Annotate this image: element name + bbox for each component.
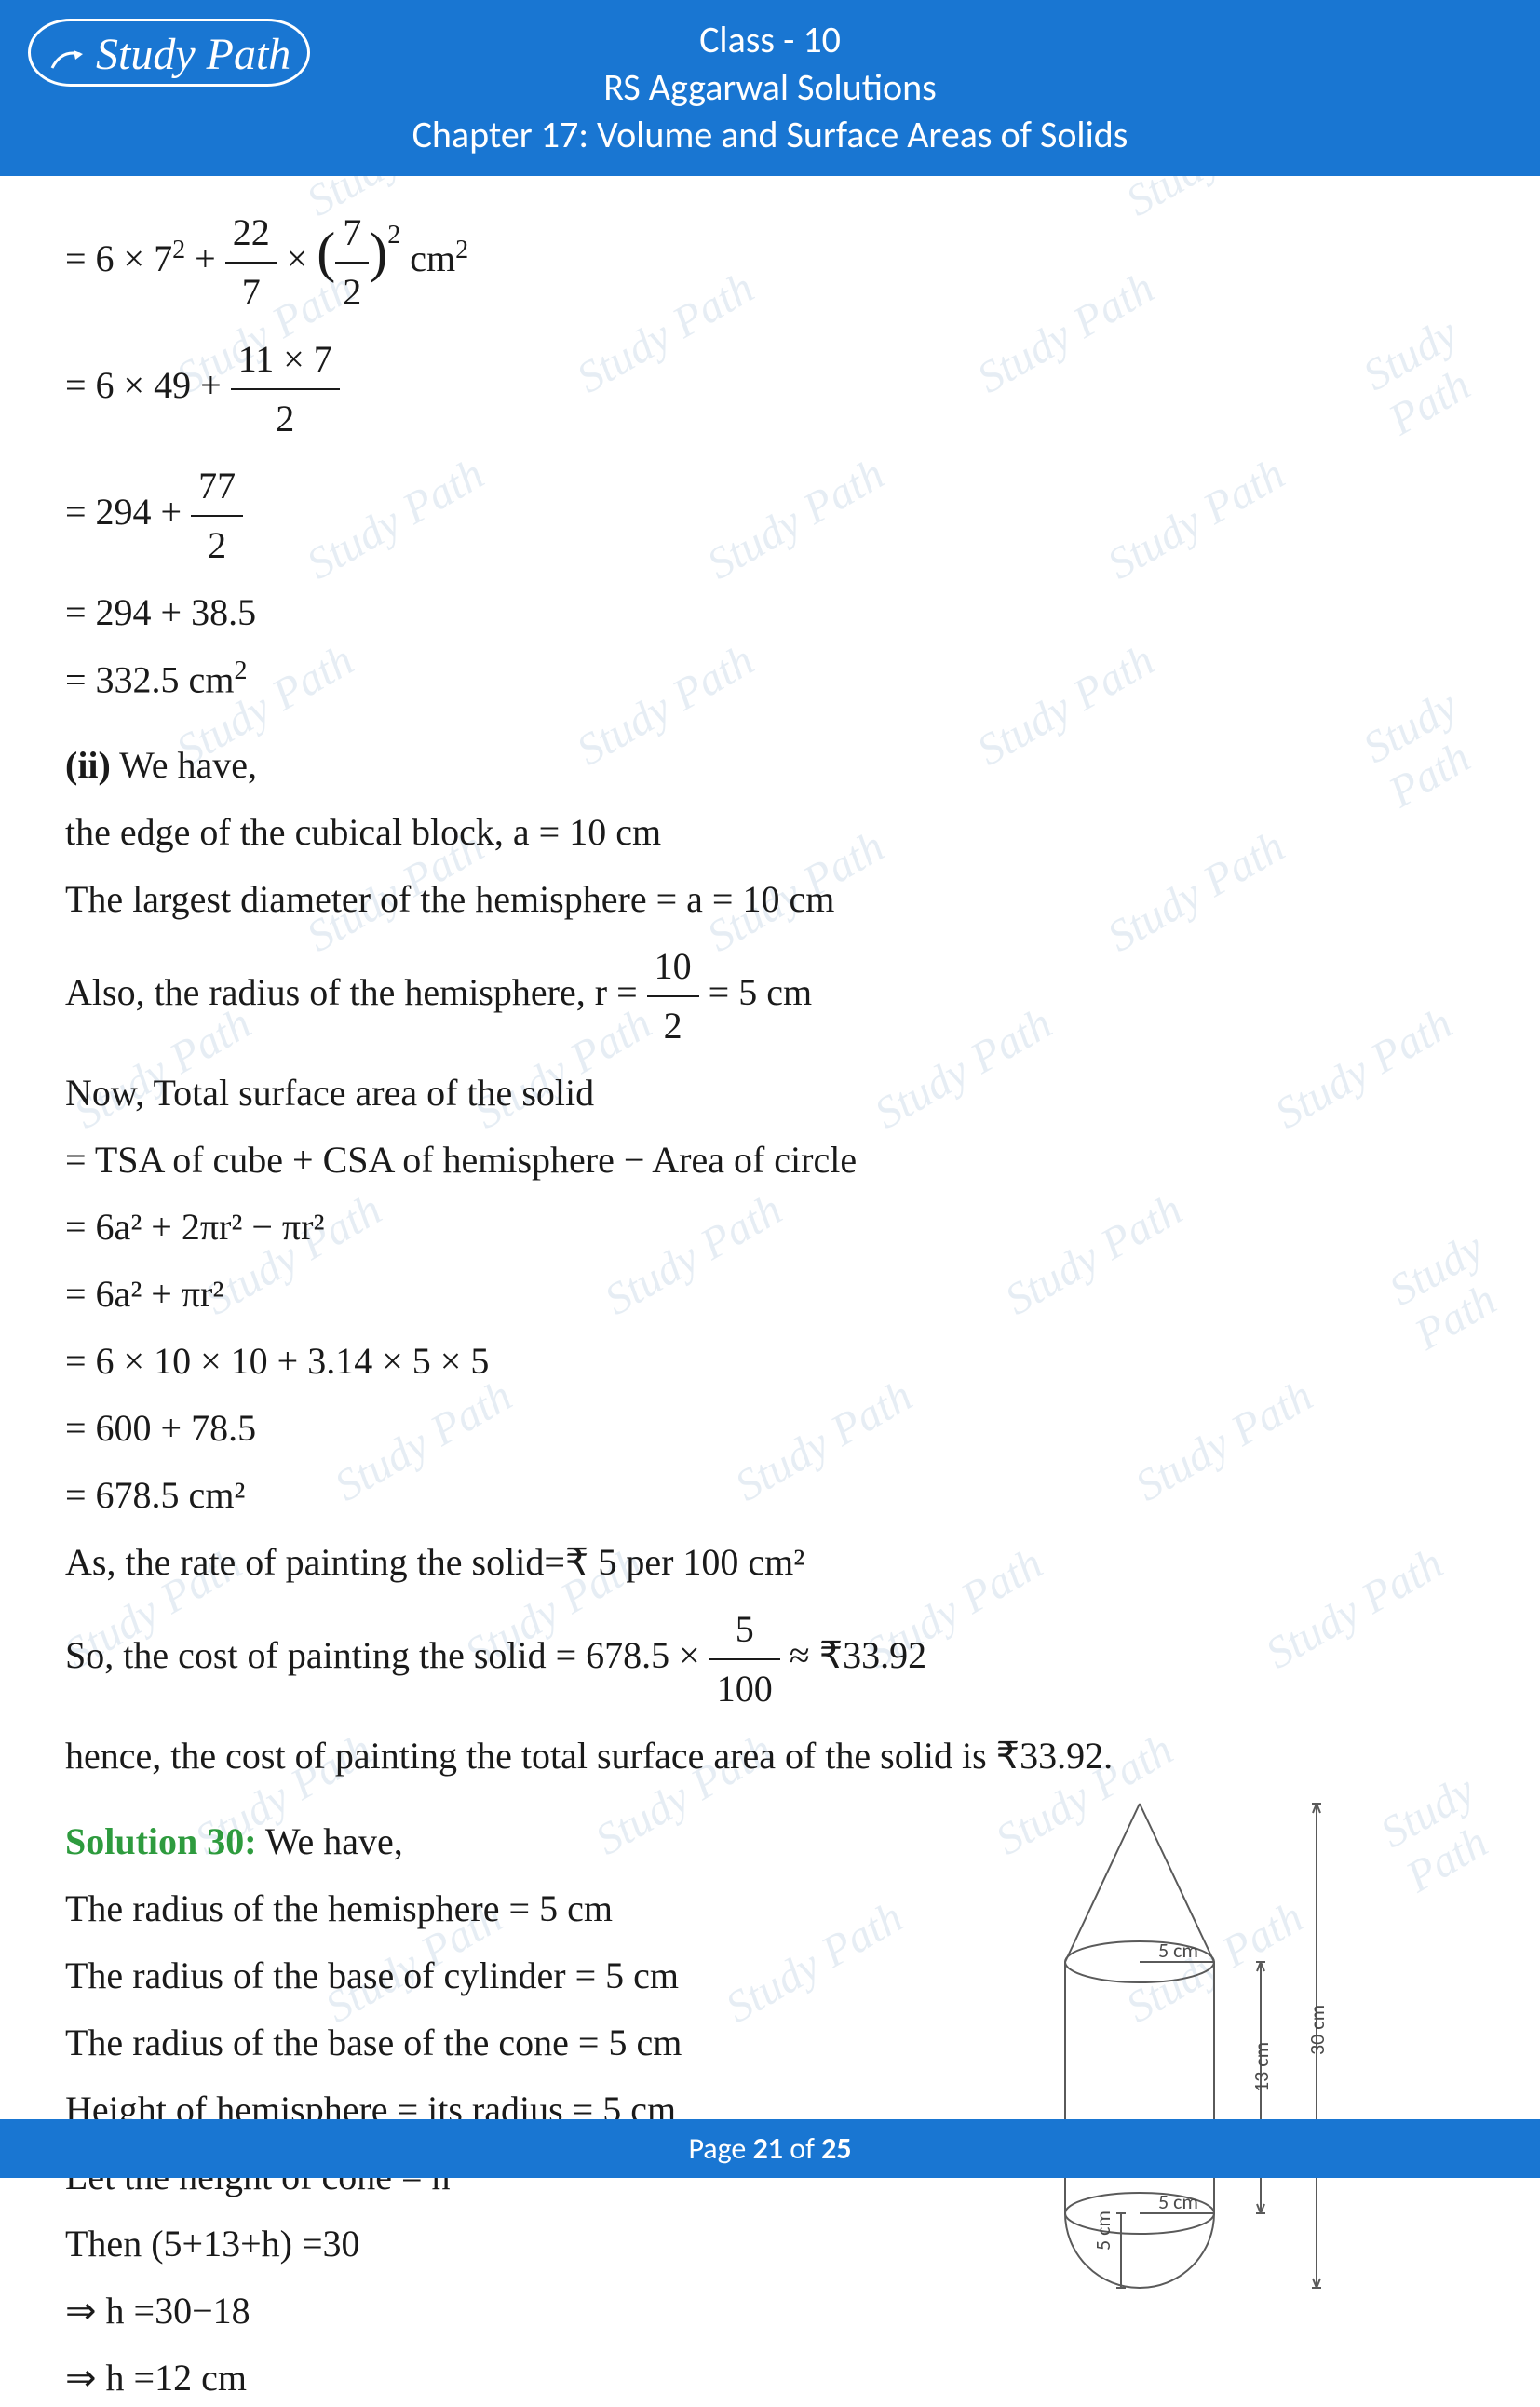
fig-label-cyl-height: 13 cm (1249, 2042, 1274, 2092)
logo: Study Path (28, 19, 310, 87)
eq-line: = 6 × 49 + 11 × 72 (65, 331, 1475, 448)
chapter-line: Chapter 17: Volume and Surface Areas of … (0, 112, 1540, 157)
fig-label-radius-top: 5 cm (1158, 1938, 1198, 1963)
page-footer: Page 21 of 25 (0, 2119, 1540, 2178)
eq-line: = 294 + 38.5 (65, 584, 1475, 642)
eq-line: = 6 × 72 + 227 × (72)2 cm2 (65, 204, 1475, 321)
logo-text: Study Path (96, 30, 290, 79)
solution-30: Solution 30: We have, The radius of the … (65, 1813, 1475, 2407)
solution-ii: (ii) We have, the edge of the cubical bl… (65, 737, 1475, 1785)
composite-solid-figure: 5 cm 5 cm 13 cm 30 cm 5 cm (1028, 1794, 1382, 2353)
fig-label-total-height: 30 cm (1304, 2005, 1330, 2055)
page-content: = 6 × 72 + 227 × (72)2 cm2 = 6 × 49 + 11… (0, 176, 1540, 2407)
eq-line: = 332.5 cm2 (65, 651, 1475, 709)
eq-line: = 294 + 772 (65, 457, 1475, 575)
fig-label-radius-bottom: 5 cm (1158, 2189, 1198, 2214)
fig-label-hemi-height: 5 cm (1090, 2211, 1115, 2251)
